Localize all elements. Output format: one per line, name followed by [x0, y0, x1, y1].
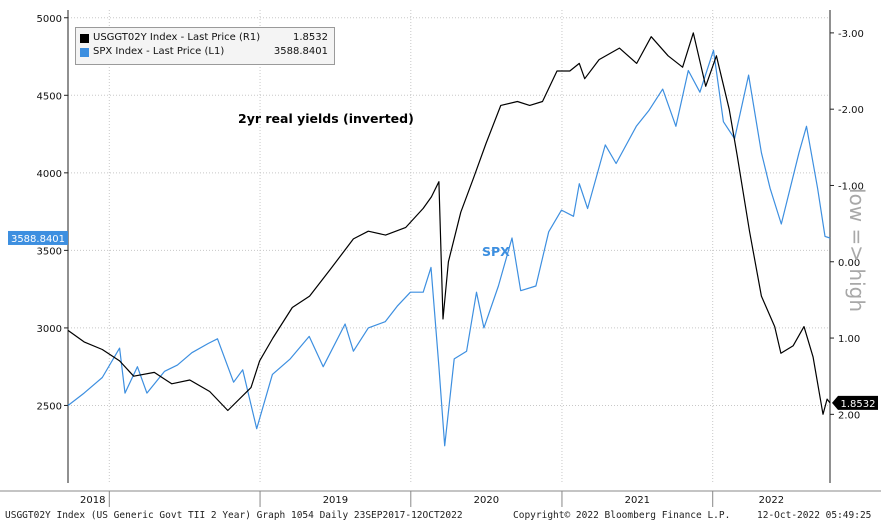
x-year-label: 2018 [80, 495, 105, 506]
left-tick-label: 2500 [37, 401, 62, 412]
legend-label-yields: USGGT02Y Index - Last Price (R1) [93, 32, 261, 43]
legend-value-spx: 3588.8401 [273, 46, 328, 57]
spx-series-line [67, 49, 831, 447]
legend-swatch-spx [80, 48, 89, 57]
yields-series-line [67, 32, 831, 415]
right-tick-label: 1.00 [838, 334, 860, 345]
left-tick-label: 4000 [37, 169, 62, 180]
right-tick-label: 0.00 [838, 258, 860, 269]
x-year-label: 2020 [474, 495, 499, 506]
footer-copyright: Copyright© 2022 Bloomberg Finance L.P. [513, 510, 731, 521]
left-tick-label: 5000 [37, 14, 62, 25]
x-year-label: 2019 [323, 495, 348, 506]
right-tick-label: -3.00 [838, 29, 864, 40]
legend-entry-spx: SPX Index - Last Price (L1) 3588.8401 [80, 46, 328, 60]
yields-last-value-tag [832, 395, 878, 410]
grid [68, 10, 830, 483]
yields-last-value-label: 1.8532 [841, 399, 876, 410]
legend-entry-yields: USGGT02Y Index - Last Price (R1) 1.8532 [80, 32, 328, 46]
spx-last-value-label: 3588.8401 [11, 234, 65, 245]
spx-last-value-tag [8, 230, 68, 245]
footer-timestamp: 12-Oct-2022 05:49:25 [757, 510, 872, 521]
right-axis-note: low => high [845, 188, 869, 312]
legend: USGGT02Y Index - Last Price (R1) 1.8532 … [75, 27, 335, 65]
legend-value-yields: 1.8532 [293, 32, 328, 43]
legend-swatch-yields [80, 34, 89, 43]
right-tick-label: -1.00 [838, 181, 864, 192]
plot-area [68, 10, 830, 483]
left-tick-label: 3000 [37, 324, 62, 335]
footer-description: USGGT02Y Index (US Generic Govt TII 2 Ye… [5, 510, 463, 521]
left-tick-label: 4500 [37, 91, 62, 102]
x-year-label: 2022 [759, 495, 784, 506]
footer: USGGT02Y Index (US Generic Govt TII 2 Ye… [0, 507, 881, 525]
label-layer: 2yr real yields (inverted) SPX low => high… [8, 111, 878, 410]
chart-canvas: 2500 3000 3500 4000 4500 5000 -3.00 -2.00 -1.00 0… [0, 10, 881, 507]
legend-label-spx: SPX Index - Last Price (L1) [93, 46, 225, 57]
x-year-label: 2021 [625, 495, 650, 506]
right-tick-label: 2.00 [838, 410, 860, 421]
annotation-spx: SPX [482, 244, 510, 259]
left-tick-label: 3500 [37, 246, 62, 257]
annotation-yields: 2yr real yields (inverted) [238, 111, 414, 126]
axes: 2500 3000 3500 4000 4500 5000 -3.00 -2.00 -1.00 0… [0, 10, 881, 507]
right-tick-label: -2.00 [838, 105, 864, 116]
series-layer [67, 32, 831, 447]
